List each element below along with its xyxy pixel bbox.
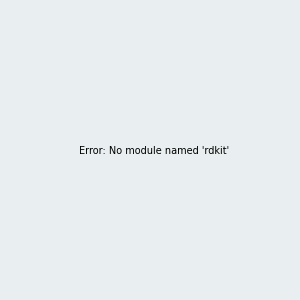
Text: Error: No module named 'rdkit': Error: No module named 'rdkit' [79,146,229,157]
